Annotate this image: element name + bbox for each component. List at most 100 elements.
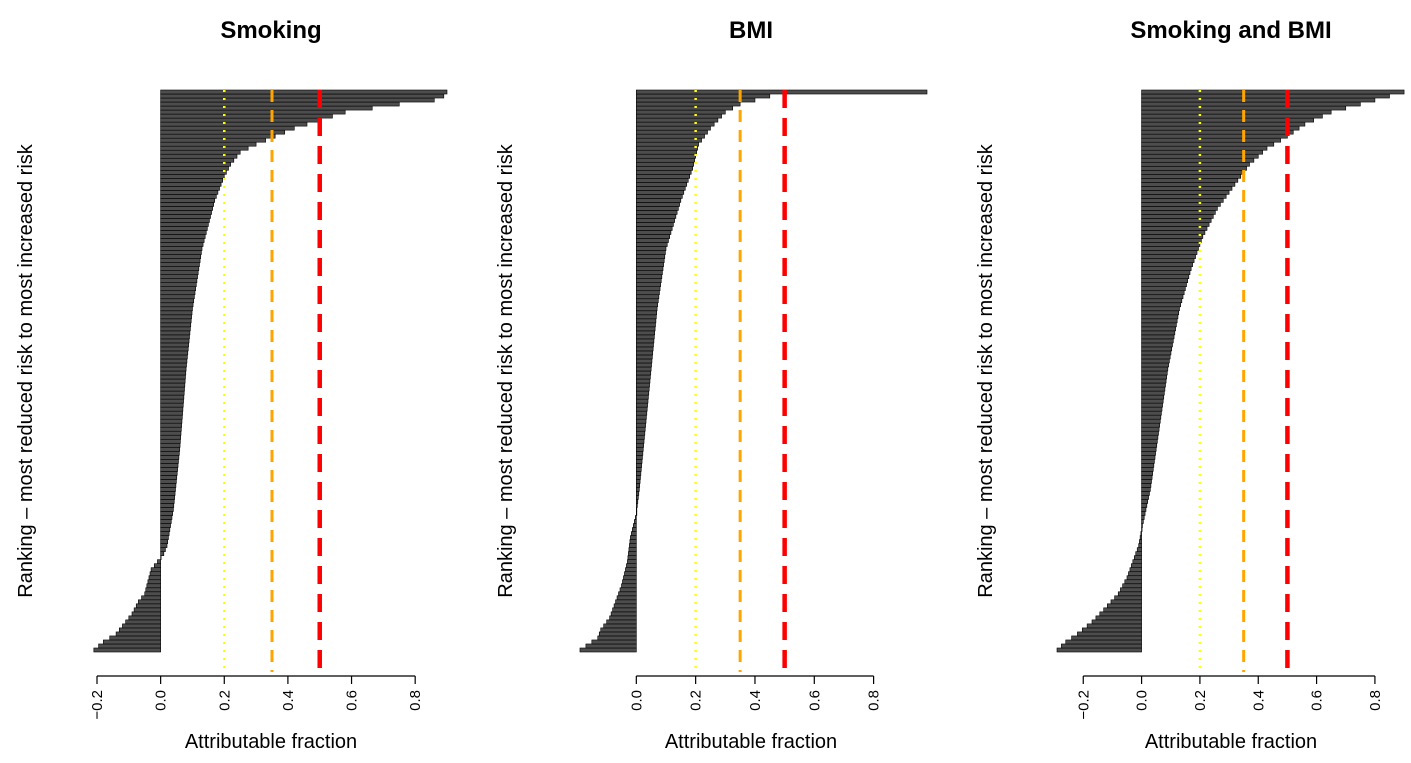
panel-smoking: Smoking Ranking – most reduced risk to m… [15, 17, 448, 753]
bar [160, 414, 183, 420]
bar [636, 471, 642, 476]
bar [1086, 623, 1142, 629]
bar [157, 559, 161, 564]
bar [148, 575, 161, 581]
bar [160, 450, 180, 456]
bar [160, 366, 187, 372]
bar [1132, 559, 1142, 564]
x-tick-label: 0.4 [1250, 690, 1267, 711]
bar [160, 298, 195, 304]
bar [624, 571, 637, 577]
bar [636, 438, 645, 444]
bar [636, 322, 656, 328]
bar [636, 109, 726, 115]
bar [1141, 471, 1153, 476]
bar [1141, 334, 1175, 340]
bar [636, 382, 650, 388]
bar [622, 579, 637, 585]
bar [160, 338, 190, 344]
bar [636, 214, 677, 219]
bar [160, 222, 209, 227]
bar [160, 238, 205, 243]
bar [160, 318, 192, 324]
bar [1141, 406, 1163, 412]
bar [636, 294, 660, 300]
bar [636, 145, 698, 151]
bar [160, 354, 188, 360]
bar [160, 270, 199, 275]
x-tick-label: 0.2 [1192, 690, 1209, 711]
bar [1140, 531, 1142, 536]
bar [160, 302, 194, 308]
bar [1141, 515, 1145, 520]
bar [160, 531, 170, 536]
bar [636, 454, 643, 460]
bar [1141, 374, 1167, 380]
bar [144, 591, 161, 597]
bar [1117, 591, 1142, 597]
bar [636, 418, 647, 424]
bar [160, 169, 227, 175]
bar [1126, 575, 1142, 581]
bar [1141, 302, 1181, 308]
bar [1107, 603, 1142, 609]
bar [585, 643, 637, 649]
bar [160, 206, 213, 211]
bar [636, 137, 702, 143]
bar [636, 117, 719, 123]
bar [1141, 246, 1199, 251]
bar [1139, 539, 1142, 544]
bar [160, 402, 184, 408]
bar [1141, 523, 1143, 528]
bar [1141, 330, 1176, 336]
bar [610, 611, 637, 617]
bar [160, 390, 185, 396]
bar [93, 647, 161, 653]
bar [160, 539, 169, 544]
bar [160, 266, 200, 271]
bar [636, 410, 648, 416]
bar [1141, 234, 1204, 239]
bar [1141, 398, 1164, 404]
bar [636, 338, 655, 344]
bar [636, 246, 667, 251]
bar [579, 647, 637, 653]
bar [160, 535, 169, 540]
bar [636, 242, 668, 247]
bar [160, 475, 178, 480]
bar [160, 394, 185, 400]
bar [1141, 418, 1161, 424]
bar [160, 491, 176, 496]
bar [636, 169, 692, 175]
bar [1141, 282, 1187, 288]
bar [160, 306, 193, 312]
bar-group [1056, 89, 1405, 653]
bar [636, 165, 693, 171]
bar [1129, 567, 1142, 573]
bar [160, 454, 180, 460]
bar [160, 89, 448, 95]
bar [160, 322, 192, 328]
x-axis: −0.2 0.0 0.2 0.4 0.6 0.8 [89, 675, 424, 720]
bar [636, 153, 696, 159]
bar [160, 274, 198, 279]
bar [160, 495, 175, 500]
bar [160, 547, 166, 552]
bar [636, 507, 638, 512]
bar [633, 523, 637, 528]
bar [636, 422, 646, 428]
bar [1110, 599, 1142, 605]
bar [623, 575, 637, 581]
bar [98, 643, 161, 649]
bar [160, 262, 200, 267]
bar [636, 202, 680, 207]
bar [160, 290, 196, 296]
bar [125, 619, 161, 625]
panel-smoking-and-bmi: Smoking and BMI Ranking – most reduced r… [975, 17, 1405, 753]
bar [1141, 174, 1242, 179]
bar [636, 434, 645, 440]
bar [160, 515, 173, 520]
bar [160, 350, 189, 356]
bar [1141, 410, 1162, 416]
